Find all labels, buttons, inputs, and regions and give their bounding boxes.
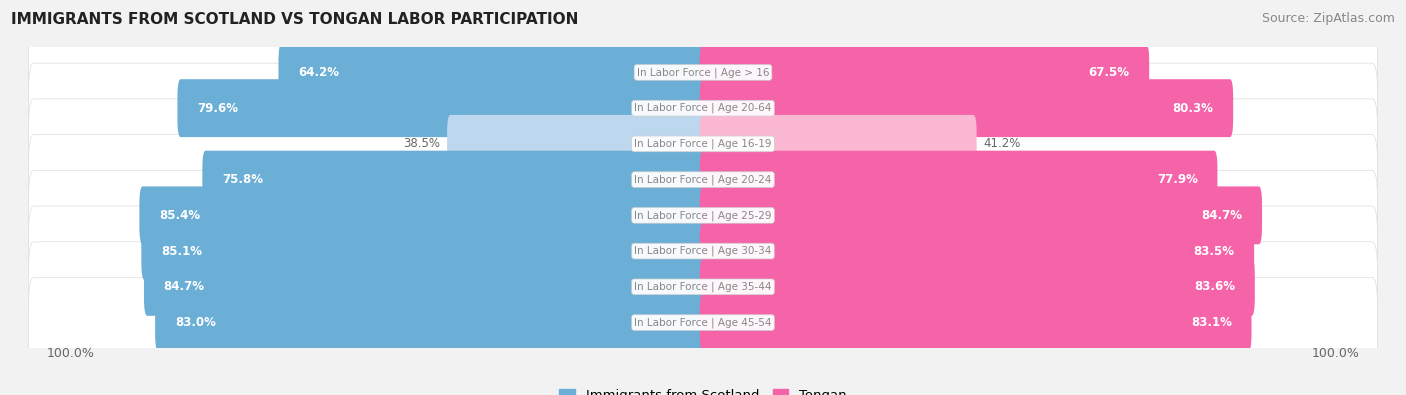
Text: 85.4%: 85.4% xyxy=(159,209,200,222)
FancyBboxPatch shape xyxy=(155,293,706,352)
FancyBboxPatch shape xyxy=(142,222,706,280)
FancyBboxPatch shape xyxy=(700,258,1254,316)
Text: 64.2%: 64.2% xyxy=(298,66,339,79)
FancyBboxPatch shape xyxy=(28,99,1378,189)
Text: 79.6%: 79.6% xyxy=(197,102,238,115)
FancyBboxPatch shape xyxy=(28,170,1378,260)
Text: In Labor Force | Age 35-44: In Labor Force | Age 35-44 xyxy=(634,282,772,292)
Text: 83.0%: 83.0% xyxy=(174,316,215,329)
Text: In Labor Force | Age 25-29: In Labor Force | Age 25-29 xyxy=(634,210,772,221)
FancyBboxPatch shape xyxy=(139,186,706,245)
Text: 77.9%: 77.9% xyxy=(1157,173,1198,186)
FancyBboxPatch shape xyxy=(447,115,706,173)
Text: In Labor Force | Age 20-24: In Labor Force | Age 20-24 xyxy=(634,174,772,185)
Text: 75.8%: 75.8% xyxy=(222,173,263,186)
Text: Source: ZipAtlas.com: Source: ZipAtlas.com xyxy=(1261,12,1395,25)
FancyBboxPatch shape xyxy=(700,150,1218,209)
FancyBboxPatch shape xyxy=(700,222,1254,280)
FancyBboxPatch shape xyxy=(28,242,1378,332)
Text: 85.1%: 85.1% xyxy=(162,245,202,258)
Text: IMMIGRANTS FROM SCOTLAND VS TONGAN LABOR PARTICIPATION: IMMIGRANTS FROM SCOTLAND VS TONGAN LABOR… xyxy=(11,12,579,27)
Text: In Labor Force | Age 45-54: In Labor Force | Age 45-54 xyxy=(634,317,772,328)
Text: 67.5%: 67.5% xyxy=(1088,66,1129,79)
FancyBboxPatch shape xyxy=(28,63,1378,153)
FancyBboxPatch shape xyxy=(700,115,977,173)
FancyBboxPatch shape xyxy=(700,43,1149,102)
Text: 83.1%: 83.1% xyxy=(1191,316,1232,329)
Legend: Immigrants from Scotland, Tongan: Immigrants from Scotland, Tongan xyxy=(554,384,852,395)
Text: 83.5%: 83.5% xyxy=(1194,245,1234,258)
Text: In Labor Force | Age 30-34: In Labor Force | Age 30-34 xyxy=(634,246,772,256)
Text: 38.5%: 38.5% xyxy=(404,137,440,150)
Text: 84.7%: 84.7% xyxy=(1201,209,1243,222)
Text: In Labor Force | Age 20-64: In Labor Force | Age 20-64 xyxy=(634,103,772,113)
FancyBboxPatch shape xyxy=(177,79,706,137)
Text: In Labor Force | Age 16-19: In Labor Force | Age 16-19 xyxy=(634,139,772,149)
FancyBboxPatch shape xyxy=(700,186,1263,245)
FancyBboxPatch shape xyxy=(202,150,706,209)
FancyBboxPatch shape xyxy=(28,27,1378,117)
Text: 84.7%: 84.7% xyxy=(163,280,205,293)
FancyBboxPatch shape xyxy=(700,293,1251,352)
FancyBboxPatch shape xyxy=(700,79,1233,137)
Text: 41.2%: 41.2% xyxy=(983,137,1021,150)
Text: 100.0%: 100.0% xyxy=(1312,347,1360,360)
FancyBboxPatch shape xyxy=(28,206,1378,296)
FancyBboxPatch shape xyxy=(28,278,1378,368)
FancyBboxPatch shape xyxy=(143,258,706,316)
Text: 100.0%: 100.0% xyxy=(46,347,94,360)
FancyBboxPatch shape xyxy=(28,135,1378,225)
Text: In Labor Force | Age > 16: In Labor Force | Age > 16 xyxy=(637,67,769,78)
Text: 80.3%: 80.3% xyxy=(1173,102,1213,115)
Text: 83.6%: 83.6% xyxy=(1194,280,1234,293)
FancyBboxPatch shape xyxy=(278,43,706,102)
